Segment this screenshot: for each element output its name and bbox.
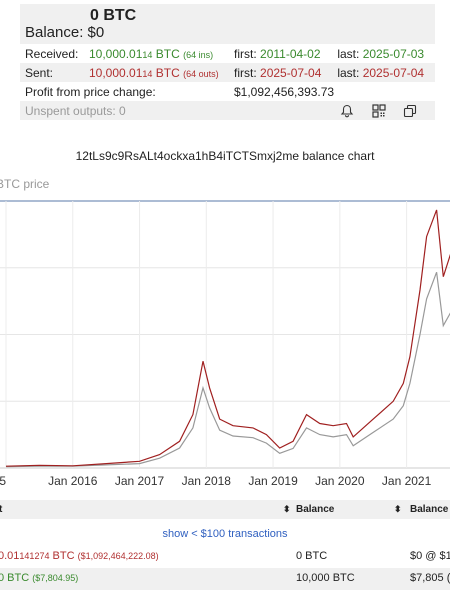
balance-btc: 0 BTC [90, 6, 137, 24]
tx-balance-usd: $7,805 ( [410, 572, 450, 584]
x-tick-label: Jan 2020 [315, 474, 365, 488]
balance-row: 0 BTC Balance: $0 [20, 4, 435, 44]
transactions-header: t ⬍ Balance ⬍ Balance [0, 500, 450, 519]
tx-balance-usd: $0 @ $1 [410, 550, 450, 562]
unspent-outputs: Unspent outputs: 0 [20, 101, 229, 120]
table-row[interactable]: 0.01141274 BTC ($1,092,464,222.08) 0 BTC… [0, 546, 450, 566]
chart-grid [0, 201, 450, 469]
tx-balance: 10,000 BTC [296, 572, 355, 584]
x-tick-label: Jan 2018 [182, 474, 232, 488]
chart-x-ticks: 2015 Jan 2016 Jan 2017 Jan 2018 Jan 2019 Jan … [0, 474, 432, 488]
sent-first: first: 2025-07-04 [229, 63, 333, 82]
address-summary: 0 BTC Balance: $0 Received: 10,000.0114 … [20, 4, 435, 120]
received-row: Received: 10,000.0114 BTC (64 ins) first… [20, 44, 435, 63]
received-amount: 10,000.0114 BTC (64 ins) [84, 44, 229, 63]
legend-btc-price: BTC price [0, 177, 50, 191]
x-tick-label: Jan 2017 [115, 474, 165, 488]
show-small-transactions-link[interactable]: show < $100 transactions [162, 528, 288, 540]
received-last: last: 2025-07-03 [332, 44, 435, 63]
tx-balance: 0 BTC [296, 550, 328, 562]
balance-label: Balance: [25, 23, 84, 41]
profit-value: $1,092,456,393.73 [229, 82, 435, 101]
chart-title: 12tLs9c9RsALt4ockxa1hB4iTCTSmxj2me balan… [75, 149, 375, 163]
received-first: first: 2011-04-02 [229, 44, 333, 63]
x-tick-label: Jan 2021 [382, 474, 432, 488]
sort-arrows-icon[interactable]: ⬍ [283, 504, 291, 514]
sent-row: Sent: 10,000.0114 BTC (64 outs) first: 2… [20, 63, 435, 82]
tx-amount: 0 BTC ($7,804.95) [0, 572, 79, 584]
received-label: Received: [20, 44, 84, 63]
col-balance-header[interactable]: Balance [296, 504, 335, 515]
col-balance-usd-header[interactable]: Balance [410, 504, 449, 515]
series-line-btc-price [5, 209, 450, 467]
balance-usd: $0 [87, 23, 105, 41]
x-tick-label: Jan 2019 [248, 474, 298, 488]
x-tick-label: 2015 [0, 474, 6, 488]
balance-chart[interactable]: BTC price 2015 Jan 2016 Jan 2017 Jan 2018 Ja… [0, 168, 450, 498]
qr-code-icon[interactable] [372, 104, 386, 118]
address-actions [229, 101, 435, 120]
copy-icon[interactable] [403, 104, 417, 118]
series-line-balance [5, 271, 450, 468]
balance-line: Balance: $0 [25, 24, 430, 41]
sort-arrows-icon[interactable]: ⬍ [394, 504, 402, 514]
bell-icon[interactable] [340, 104, 354, 118]
profit-label: Profit from price change: [20, 82, 229, 101]
tx-amount: 0.01141274 BTC ($1,092,464,222.08) [0, 550, 159, 562]
chart-series [5, 209, 450, 468]
profit-row: Profit from price change: $1,092,456,393… [20, 82, 435, 101]
table-row[interactable]: 0 BTC ($7,804.95) 10,000 BTC $7,805 ( [0, 568, 450, 590]
unspent-row: Unspent outputs: 0 [20, 101, 435, 120]
sent-amount: 10,000.0114 BTC (64 outs) [84, 63, 229, 82]
sent-label: Sent: [20, 63, 84, 82]
col-amount-fragment: t [0, 504, 3, 515]
sent-last: last: 2025-07-04 [332, 63, 435, 82]
x-tick-label: Jan 2016 [48, 474, 98, 488]
